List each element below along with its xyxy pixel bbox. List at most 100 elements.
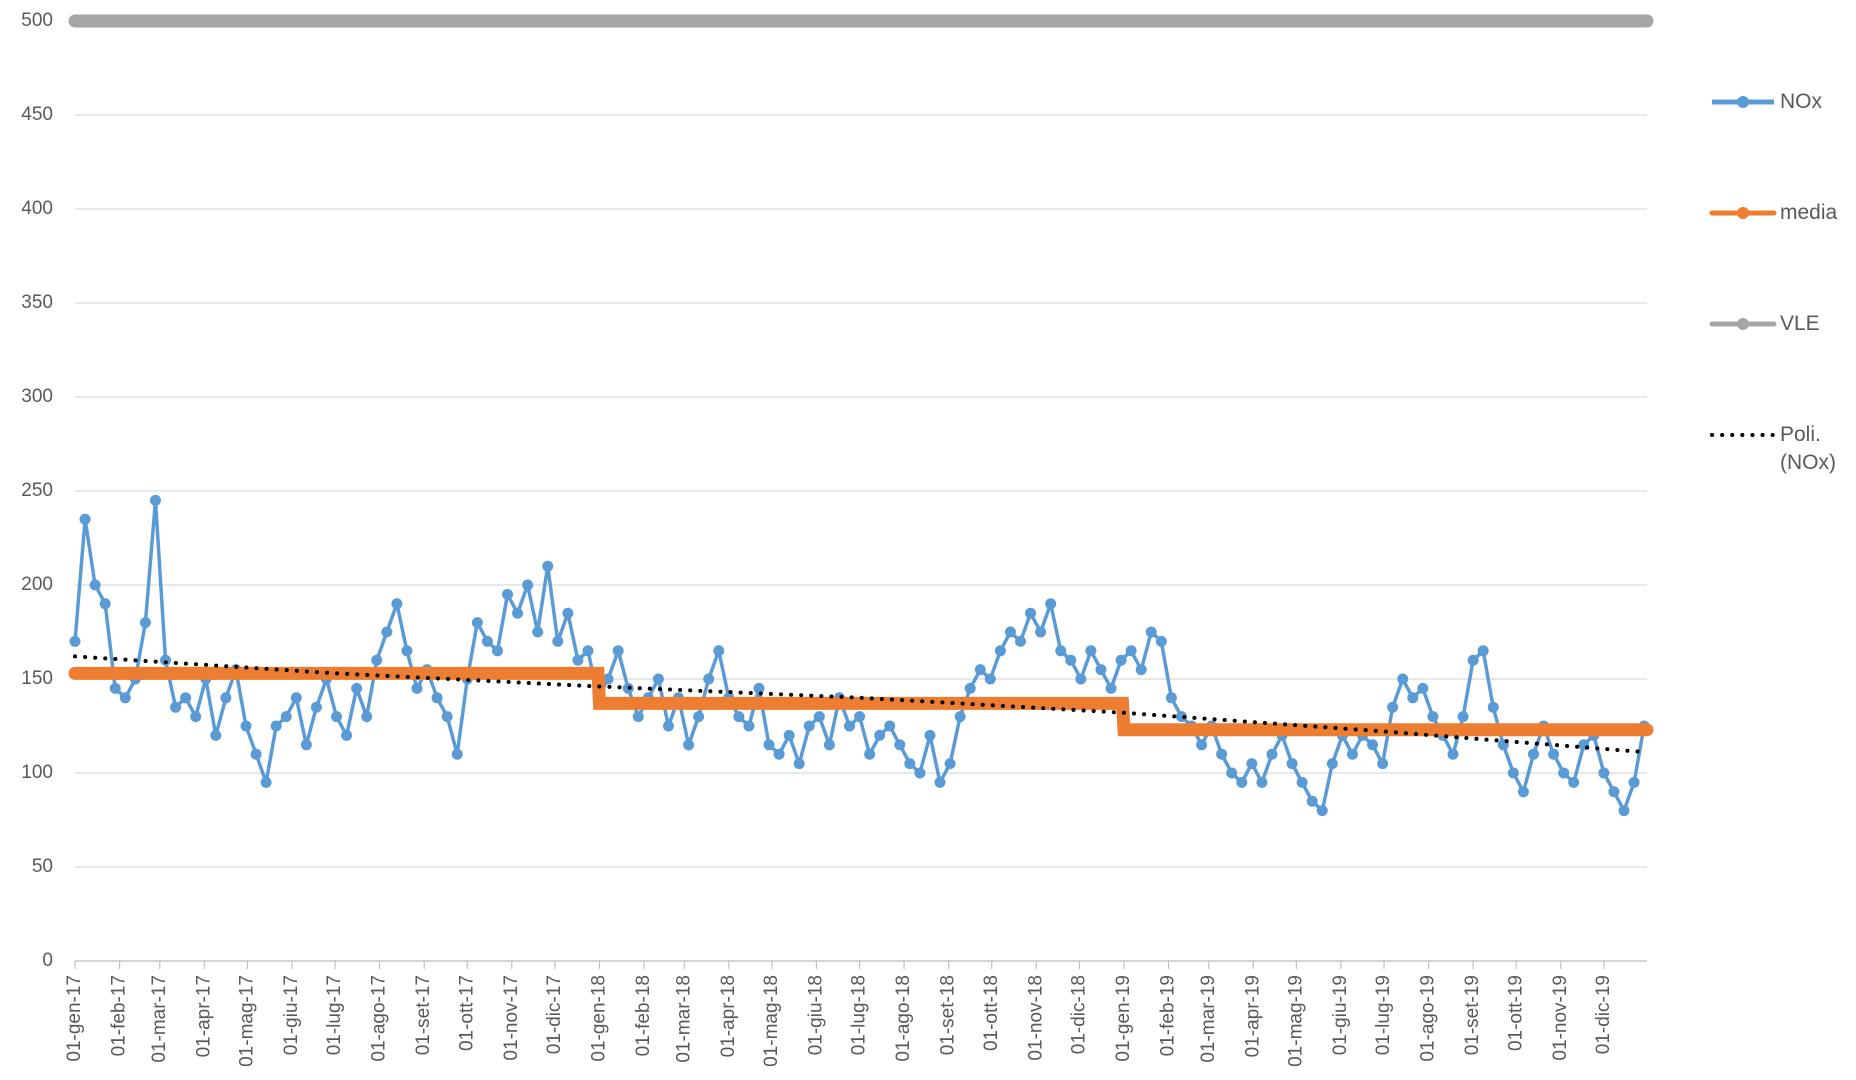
data-point [99, 598, 111, 610]
legend-label: VLE [1780, 312, 1820, 335]
data-point [1145, 626, 1157, 638]
data-point [954, 711, 966, 723]
data-point [1628, 776, 1640, 788]
legend-item: media [1700, 201, 1850, 227]
data-point [944, 758, 956, 770]
data-point [180, 692, 192, 704]
data-point [783, 729, 795, 741]
data-point [220, 692, 232, 704]
data-point [854, 711, 866, 723]
data-point [351, 682, 363, 694]
y-tick-label: 350 [21, 292, 53, 313]
data-point [693, 711, 705, 723]
x-tick-label: 01-nov-19 [1550, 975, 1571, 1061]
data-point [522, 579, 534, 591]
data-point [260, 776, 272, 788]
data-point [652, 673, 664, 685]
data-point [1598, 767, 1610, 779]
data-point [371, 654, 383, 666]
data-point [481, 635, 493, 647]
x-tick-label: 01-dic-19 [1593, 975, 1614, 1054]
data-point [1387, 701, 1399, 713]
x-tick-label: 01-mag-19 [1285, 975, 1306, 1067]
x-tick-label: 01-giu-18 [805, 975, 826, 1055]
x-tick-label: 01-set-19 [1462, 975, 1483, 1055]
data-point [924, 729, 936, 741]
data-point [683, 739, 695, 751]
data-point [884, 720, 896, 732]
data-point [1316, 805, 1328, 817]
data-point [160, 654, 172, 666]
data-point [1025, 607, 1037, 619]
data-point [79, 513, 91, 525]
y-tick-label: 0 [42, 950, 53, 971]
legend-item: VLE [1700, 312, 1850, 338]
y-tick-label: 500 [21, 10, 53, 31]
data-point [1548, 748, 1560, 760]
data-point [823, 739, 835, 751]
data-point [703, 673, 715, 685]
y-tick-label: 250 [21, 480, 53, 501]
data-point [813, 711, 825, 723]
x-tick-label: 01-dic-17 [544, 975, 565, 1054]
data-point [1467, 654, 1479, 666]
x-tick-label: 01-ott-18 [981, 975, 1002, 1051]
data-point [119, 692, 131, 704]
y-tick-label: 150 [21, 668, 53, 689]
x-tick-label: 01-giu-19 [1330, 975, 1351, 1055]
y-tick-label: 300 [21, 386, 53, 407]
data-point [512, 607, 524, 619]
data-point [1266, 748, 1278, 760]
data-point [1075, 673, 1087, 685]
x-tick-label: 01-feb-18 [633, 975, 654, 1056]
series-line [68, 666, 1654, 737]
series-line [73, 500, 1646, 815]
x-tick-label: 01-ago-19 [1418, 975, 1439, 1062]
data-point [1306, 795, 1318, 807]
data-point [1558, 767, 1570, 779]
data-point [1397, 673, 1409, 685]
data-point [270, 720, 282, 732]
data-point [1175, 711, 1187, 723]
data-point [1236, 776, 1248, 788]
y-tick-label: 200 [21, 574, 53, 595]
data-point [1226, 767, 1238, 779]
x-tick-label: 01-apr-17 [193, 975, 214, 1057]
data-point [431, 692, 443, 704]
legend-item: NOx [1700, 90, 1850, 116]
data-point [552, 635, 564, 647]
data-point [1286, 758, 1298, 770]
x-tick-label: 01-mag-17 [236, 975, 257, 1067]
data-point [753, 682, 765, 694]
data-point [874, 729, 886, 741]
data-point [934, 776, 946, 788]
data-point [984, 673, 996, 685]
data-point [401, 645, 413, 657]
legend-marker [1737, 207, 1749, 219]
data-point [1216, 748, 1228, 760]
x-tick-label: 01-mar-19 [1198, 975, 1219, 1063]
x-tick-label: 01-mag-18 [761, 975, 782, 1067]
data-point [331, 711, 343, 723]
data-point [1367, 739, 1379, 751]
legend-marker [1737, 318, 1749, 330]
data-point [864, 748, 876, 760]
data-point [280, 711, 292, 723]
data-point [1105, 682, 1117, 694]
data-point [582, 645, 594, 657]
data-point [1165, 692, 1177, 704]
data-point [290, 692, 302, 704]
data-point [1608, 786, 1620, 798]
legend-label: media [1780, 201, 1838, 224]
y-tick-label: 400 [21, 198, 53, 219]
data-point [914, 767, 926, 779]
x-tick-label: 01-dic-18 [1068, 975, 1089, 1054]
data-point [1457, 711, 1469, 723]
data-point [1055, 645, 1067, 657]
data-point [974, 664, 986, 676]
x-tick-label: 01-ago-18 [893, 975, 914, 1062]
x-tick-label: 01-ott-19 [1505, 975, 1526, 1051]
data-point [1246, 758, 1258, 770]
data-point [471, 617, 483, 629]
data-point [1065, 654, 1077, 666]
